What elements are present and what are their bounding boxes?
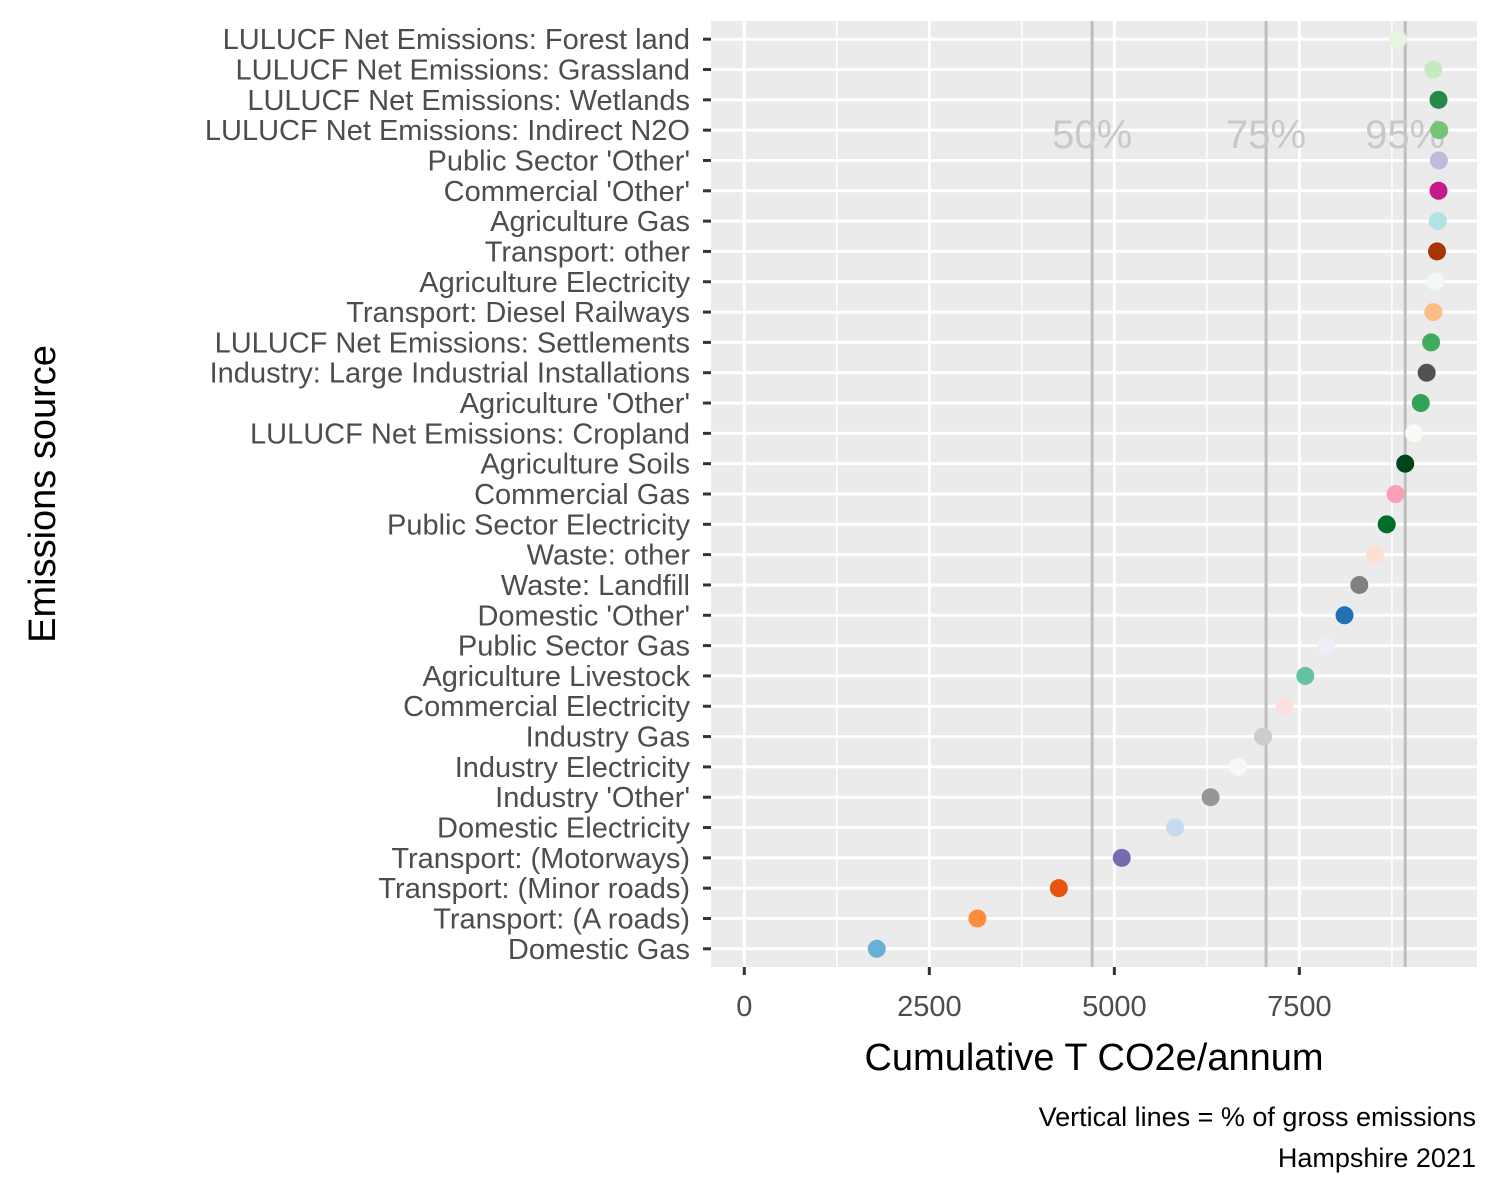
data-point <box>1201 788 1220 807</box>
data-point <box>1426 272 1445 291</box>
y-tick-label: LULUCF Net Emissions: Settlements <box>215 327 690 359</box>
y-tick-label: Agriculture 'Other' <box>460 388 690 420</box>
data-point <box>1049 879 1068 898</box>
y-tick-label: Public Sector Electricity <box>387 509 690 541</box>
caption-line-2: Hampshire 2021 <box>1278 1143 1476 1173</box>
data-point <box>1386 485 1405 503</box>
y-tick-label: Domestic Electricity <box>437 813 690 845</box>
data-point <box>1296 666 1315 685</box>
y-tick-label: Waste: other <box>527 540 691 572</box>
y-tick-label: Agriculture Electricity <box>419 267 690 299</box>
data-point <box>1430 121 1449 140</box>
y-tick-label: Domestic Gas <box>508 934 690 966</box>
y-axis-title: Emissions source <box>22 345 64 643</box>
x-tick-label: 5000 <box>1082 991 1147 1023</box>
y-tick-label: Industry Electricity <box>455 752 691 784</box>
data-point <box>1388 30 1407 49</box>
x-tick-label: 7500 <box>1267 991 1332 1023</box>
x-tick-label: 2500 <box>897 991 962 1023</box>
data-point <box>1335 606 1354 625</box>
data-point <box>1428 212 1447 231</box>
y-tick-label: Agriculture Soils <box>480 449 690 481</box>
reference-line-label: 75% <box>1226 113 1306 157</box>
y-tick-label: Transport: Diesel Railways <box>346 297 690 329</box>
y-tick-label: Transport: other <box>485 236 691 268</box>
data-point <box>1365 545 1384 564</box>
y-tick-label: Industry 'Other' <box>495 782 690 814</box>
data-point <box>1112 848 1131 867</box>
data-point <box>1422 333 1441 352</box>
x-axis-title: Cumulative T CO2e/annum <box>864 1037 1323 1079</box>
data-point <box>1405 424 1424 443</box>
y-tick-label: Industry: Large Industrial Installations <box>210 358 690 390</box>
y-tick-label: Public Sector Gas <box>458 631 690 663</box>
data-point <box>1317 636 1336 655</box>
y-tick-label: Public Sector 'Other' <box>427 145 690 177</box>
data-point <box>1411 394 1430 413</box>
y-tick-label: Industry Gas <box>526 722 690 754</box>
y-tick-label: LULUCF Net Emissions: Cropland <box>250 418 690 450</box>
data-point <box>1429 90 1448 109</box>
data-point <box>968 909 987 928</box>
y-tick-label: Agriculture Livestock <box>422 661 690 693</box>
y-tick-label: Transport: (Minor roads) <box>378 873 690 905</box>
data-point <box>1166 818 1185 837</box>
data-point <box>1429 151 1448 170</box>
data-point <box>1417 363 1436 382</box>
data-point <box>1228 757 1247 776</box>
x-axis: 0 2500 5000 7500 <box>736 967 1332 1023</box>
y-tick-label: LULUCF Net Emissions: Indirect N2O <box>205 115 690 147</box>
data-points <box>867 30 1449 958</box>
caption-line-1: Vertical lines = % of gross emissions <box>1039 1102 1476 1132</box>
y-tick-label: LULUCF Net Emissions: Forest land <box>223 24 690 56</box>
x-tick-label: 0 <box>736 991 752 1023</box>
data-point <box>1254 727 1273 746</box>
y-tick-label: Commercial Gas <box>474 479 690 511</box>
data-point <box>1275 697 1294 716</box>
y-tick-label: Transport: (A roads) <box>433 903 690 935</box>
data-point <box>1396 454 1415 473</box>
y-tick-label: Domestic 'Other' <box>477 600 690 632</box>
data-point <box>1428 242 1447 261</box>
y-tick-label: Agriculture Gas <box>490 206 690 238</box>
data-point <box>1424 60 1443 79</box>
data-point <box>1429 181 1448 200</box>
reference-line-label: 50% <box>1052 113 1132 157</box>
y-tick-label: Commercial 'Other' <box>444 176 690 208</box>
y-tick-label: LULUCF Net Emissions: Wetlands <box>247 85 690 117</box>
y-tick-label: Transport: (Motorways) <box>391 843 690 875</box>
data-point <box>867 939 886 958</box>
y-tick-label: Waste: Landfill <box>501 570 690 602</box>
data-point <box>1424 303 1443 322</box>
data-point <box>1350 575 1369 594</box>
data-point <box>1377 515 1396 534</box>
reference-lines: 50% 75% 95% <box>1052 21 1445 967</box>
y-tick-label: Commercial Electricity <box>403 691 690 723</box>
y-tick-label: LULUCF Net Emissions: Grassland <box>236 55 690 87</box>
